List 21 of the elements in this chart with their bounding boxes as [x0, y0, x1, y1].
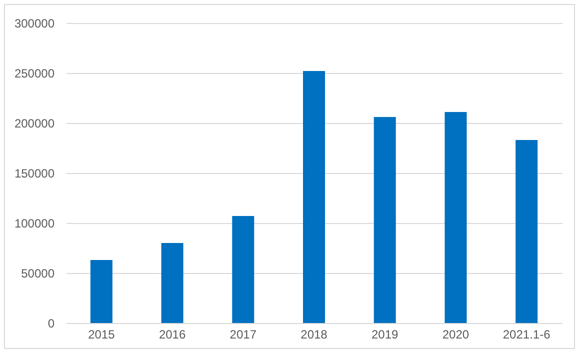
y-tick-label: 0 — [48, 316, 55, 330]
bar — [232, 216, 254, 323]
bar — [444, 112, 467, 323]
y-tick-label: 100000 — [14, 216, 55, 230]
x-tick-label: 2020 — [442, 328, 470, 342]
y-tick-label: 250000 — [14, 66, 55, 80]
bar — [303, 71, 325, 323]
y-tick-label: 200000 — [14, 116, 55, 130]
y-tick-label: 150000 — [14, 166, 55, 180]
x-tick-label: 2018 — [300, 328, 328, 342]
x-tick-label: 2017 — [230, 328, 257, 342]
x-tick-label: 2021.1-6 — [502, 328, 551, 342]
bar — [161, 243, 184, 323]
y-tick-label: 300000 — [14, 16, 55, 30]
bar — [90, 260, 112, 323]
y-tick-label: 50000 — [21, 266, 55, 280]
x-tick-label: 2016 — [158, 328, 186, 342]
bar — [374, 117, 396, 323]
bar — [516, 140, 538, 323]
x-tick-label: 2019 — [372, 328, 399, 342]
x-tick-label: 2015 — [88, 328, 116, 342]
